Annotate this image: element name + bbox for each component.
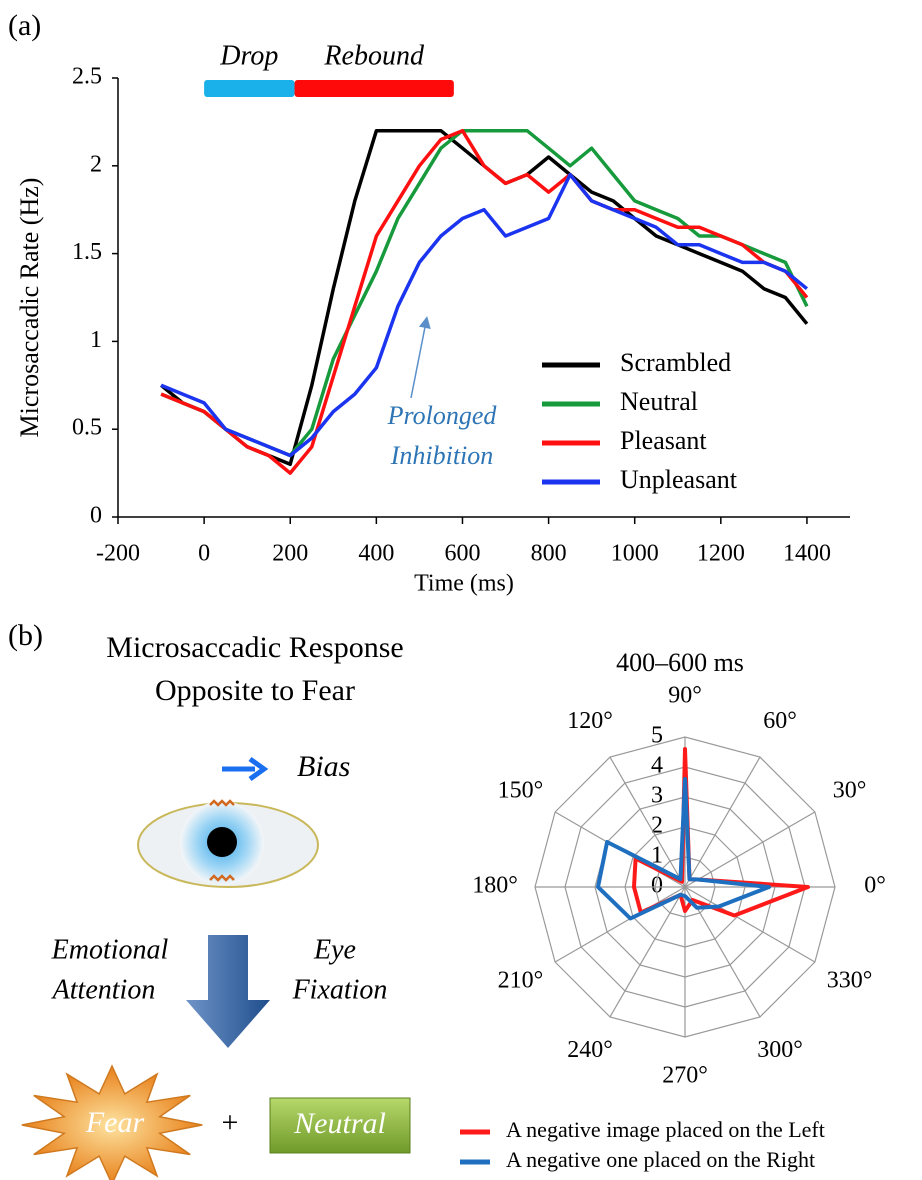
annotation: Inhibition — [390, 441, 494, 470]
y-tick-label: 2 — [90, 151, 102, 177]
period-bar — [204, 80, 295, 97]
annotation: Prolonged — [387, 401, 498, 430]
tremor — [209, 874, 235, 882]
spoke — [684, 886, 816, 963]
angle-label: 90° — [668, 683, 702, 709]
angle-label: 30° — [833, 778, 867, 804]
period-label: Drop — [219, 40, 278, 71]
x-tick-label: 1400 — [783, 541, 831, 567]
legend-label: A negative one placed on the Right — [506, 1147, 815, 1172]
spoke — [609, 886, 686, 1018]
side-label: Eye — [313, 934, 356, 965]
r-tick-label: 3 — [651, 783, 663, 809]
annotation-arrow — [410, 316, 431, 399]
series-line — [160, 128, 809, 475]
period-bar — [294, 80, 454, 97]
r-tick-label: 2 — [651, 813, 663, 839]
x-tick-label: 1000 — [611, 541, 659, 567]
angle-label: 180° — [472, 873, 518, 899]
angle-label: 210° — [498, 968, 544, 994]
spoke — [684, 811, 816, 888]
panel-label: (a) — [8, 9, 41, 42]
y-tick-label: 1.5 — [72, 239, 102, 265]
series-line — [160, 172, 809, 458]
angle-label: 60° — [763, 708, 797, 734]
spoke — [609, 756, 686, 888]
neutral-label: Neutral — [293, 1107, 386, 1140]
side-label: Emotional — [51, 934, 169, 965]
legend-label: Neutral — [620, 387, 698, 416]
chart-title: 400–600 ms — [616, 648, 744, 677]
x-tick-label: 800 — [531, 541, 567, 567]
panel-label: (b) — [8, 619, 43, 652]
y-tick-label: 0 — [90, 503, 102, 529]
r-tick-label: 0 — [651, 873, 663, 899]
side-label: Fixation — [292, 974, 388, 1005]
bias-label: Bias — [297, 750, 350, 783]
y-axis-label: Microsaccadic Rate (Hz) — [15, 178, 44, 438]
x-tick-label: -200 — [96, 541, 140, 567]
angle-label: 270° — [662, 1063, 708, 1089]
x-tick-label: 0 — [198, 541, 210, 567]
x-tick-label: 600 — [444, 541, 480, 567]
period-label: Rebound — [323, 40, 425, 71]
neutral-box — [269, 1097, 411, 1154]
x-tick-label: 400 — [358, 541, 394, 567]
radar-series — [596, 777, 771, 921]
legend-label: Pleasant — [620, 426, 707, 455]
fear-label: Fear — [85, 1106, 145, 1139]
diagram-title: Opposite to Fear — [155, 674, 355, 707]
angle-label: 150° — [498, 778, 544, 804]
y-tick-label: 1 — [90, 327, 102, 353]
plus: + — [222, 1106, 239, 1139]
diagram-title: Microsaccadic Response — [106, 631, 403, 664]
legend-label: Unpleasant — [620, 465, 738, 494]
r-tick-label: 1 — [651, 843, 663, 869]
down-arrow — [186, 935, 270, 1048]
angle-label: 0° — [864, 873, 886, 899]
tremor — [209, 799, 235, 807]
angle-label: 330° — [827, 968, 873, 994]
bias-arrow-head — [248, 756, 269, 782]
x-tick-label: 200 — [272, 541, 308, 567]
angle-label: 120° — [567, 708, 613, 734]
legend-label: Scrambled — [620, 348, 731, 377]
y-tick-label: 2.5 — [72, 64, 102, 90]
y-tick-label: 0.5 — [72, 415, 102, 441]
side-label: Attention — [51, 974, 156, 1005]
r-tick-label: 5 — [651, 723, 663, 749]
legend-label: A negative image placed on the Left — [506, 1117, 825, 1142]
angle-label: 300° — [757, 1037, 803, 1063]
spoke — [684, 756, 761, 888]
x-tick-label: 1200 — [697, 541, 745, 567]
fear-star — [21, 1064, 203, 1180]
r-tick-label: 4 — [651, 753, 663, 779]
spoke — [554, 886, 686, 963]
angle-label: 240° — [567, 1037, 613, 1063]
pupil — [207, 827, 237, 857]
x-axis-label: Time (ms) — [414, 571, 514, 597]
